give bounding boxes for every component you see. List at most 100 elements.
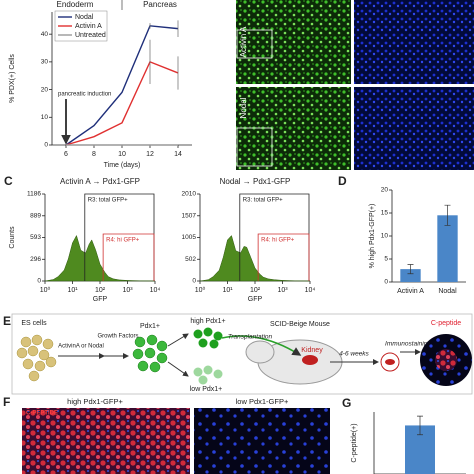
diagram-label: Kidney <box>301 347 323 354</box>
diagram-label: ES cells <box>21 320 47 327</box>
y-axis-label: % PDX(+) Cells <box>9 54 16 103</box>
gate-label: R3: total GFP+ <box>88 198 128 204</box>
histogram <box>44 234 156 282</box>
legend-frame <box>54 10 108 42</box>
panel-label: D <box>338 174 347 188</box>
y-tick-label: 15 <box>381 210 389 217</box>
x-tick-label: 10³ <box>277 287 288 294</box>
x-tick-label: 10⁰ <box>195 286 206 294</box>
y-axis-label: Counts <box>9 226 16 249</box>
image-title: low Pdx1-GFP+ <box>236 397 289 406</box>
y-tick-label: 10 <box>381 233 389 240</box>
y-tick-label: 30 <box>41 59 49 66</box>
y-tick-label: 0 <box>37 278 41 285</box>
stain-label: C-PEPTIDE <box>26 411 58 417</box>
x-tick-label: 10¹ <box>67 287 78 294</box>
x-tick-label: Activin A <box>397 288 424 295</box>
y-tick-label: 10 <box>41 114 49 121</box>
row-label: Nodal <box>239 97 248 118</box>
data-line <box>65 25 179 146</box>
kidney <box>385 359 395 365</box>
diagram-label: Pdx1+ <box>140 323 160 330</box>
legend-label: Nodal <box>75 14 94 21</box>
annotation: pancreatic induction <box>58 92 111 98</box>
data-line <box>65 60 179 146</box>
chart-title: Nodal → Pdx1-GFP <box>220 177 291 186</box>
diagram-label: low Pdx1+ <box>190 386 223 393</box>
diagram-label: Growth Factors <box>97 334 138 340</box>
diagram-label: SCID-Beige Mouse <box>270 321 330 328</box>
high-cells <box>193 327 223 349</box>
y-tick-label: 0 <box>384 279 388 286</box>
legend-label: Untreated <box>75 32 106 39</box>
diagram-label: ActivinA or Nodal <box>58 344 104 350</box>
y-axis-label: C-peptide(+) <box>351 423 358 462</box>
low-cells <box>193 365 223 385</box>
bar <box>437 215 458 282</box>
y-tick-label: 1186 <box>27 191 41 198</box>
axes <box>373 412 466 474</box>
y-tick-label: 593 <box>30 234 41 241</box>
diagram-label: high Pdx1+ <box>190 318 225 325</box>
micrograph <box>194 408 330 474</box>
chart-title: Activin A → Pdx1-GFP <box>60 177 140 186</box>
diagram-label: Immunostaining <box>385 341 431 348</box>
x-tick-label: 8 <box>92 151 96 158</box>
y-tick-label: 20 <box>381 187 389 194</box>
x-tick-label: 10¹ <box>222 287 233 294</box>
error-bar <box>407 264 414 275</box>
inset <box>236 29 273 59</box>
micrograph <box>236 0 351 84</box>
y-tick-label: 5 <box>384 256 388 263</box>
x-tick-label: Nodal <box>438 288 457 295</box>
gate <box>257 233 310 281</box>
inset <box>236 127 273 167</box>
error-bar <box>417 415 423 436</box>
arrow <box>167 333 189 347</box>
panel-label: E <box>3 314 11 328</box>
diagram-label: Transplantation <box>228 334 273 341</box>
kidney <box>302 355 318 365</box>
x-axis-label: GFP <box>248 296 263 303</box>
axes <box>51 12 192 146</box>
row-label: Activin A <box>239 26 248 57</box>
arrow <box>221 335 302 356</box>
panel-label: C <box>4 174 13 188</box>
x-tick-label: 14 <box>174 151 182 158</box>
x-axis-label: GFP <box>93 296 108 303</box>
y-tick-label: 1005 <box>182 234 197 241</box>
x-tick-label: 10³ <box>122 287 133 294</box>
image-title: high Pdx1-GFP+ <box>67 397 123 406</box>
gate-label: R4: hi GFP+ <box>106 238 140 244</box>
y-tick-label: 40 <box>41 31 49 38</box>
micrograph <box>22 408 190 474</box>
x-tick-label: 12 <box>146 151 154 158</box>
micrograph <box>354 87 474 170</box>
y-tick-label: 502 <box>185 256 196 263</box>
diagram-label: C-peptide <box>431 320 461 327</box>
y-axis-label: % high Pdx1-GFP(+) <box>369 204 376 269</box>
annotation: Pancreas <box>143 0 177 9</box>
annotation: Endoderm <box>57 0 94 9</box>
bar <box>400 269 421 282</box>
x-tick-label: 10⁴ <box>150 287 161 294</box>
diagram-frame <box>11 313 473 395</box>
legend-label: Activin A <box>75 23 102 30</box>
diagram-label: 4-6 weeks <box>339 351 369 358</box>
error-bar <box>444 204 451 226</box>
x-tick-label: 10² <box>95 287 106 294</box>
stain-cluster <box>435 349 457 371</box>
y-tick-label: 0 <box>192 278 196 285</box>
x-tick-label: 10⁰ <box>40 286 51 294</box>
y-tick-label: 20 <box>41 86 49 93</box>
micrograph <box>354 0 474 84</box>
pdx1-cells <box>132 334 168 373</box>
micrograph <box>236 87 351 170</box>
y-tick-label: 1507 <box>182 212 197 219</box>
x-tick-label: 10 <box>118 151 126 158</box>
mouse-head <box>245 340 275 364</box>
es-cells <box>16 334 57 382</box>
y-tick-label: 889 <box>30 213 41 220</box>
